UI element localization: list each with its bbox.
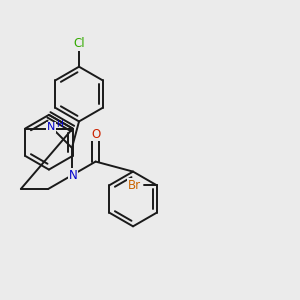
Text: Cl: Cl	[73, 37, 85, 50]
Text: H: H	[56, 120, 63, 129]
Text: O: O	[91, 128, 100, 141]
Text: Br: Br	[128, 179, 141, 192]
Text: N: N	[47, 122, 55, 132]
Text: N: N	[69, 169, 77, 182]
